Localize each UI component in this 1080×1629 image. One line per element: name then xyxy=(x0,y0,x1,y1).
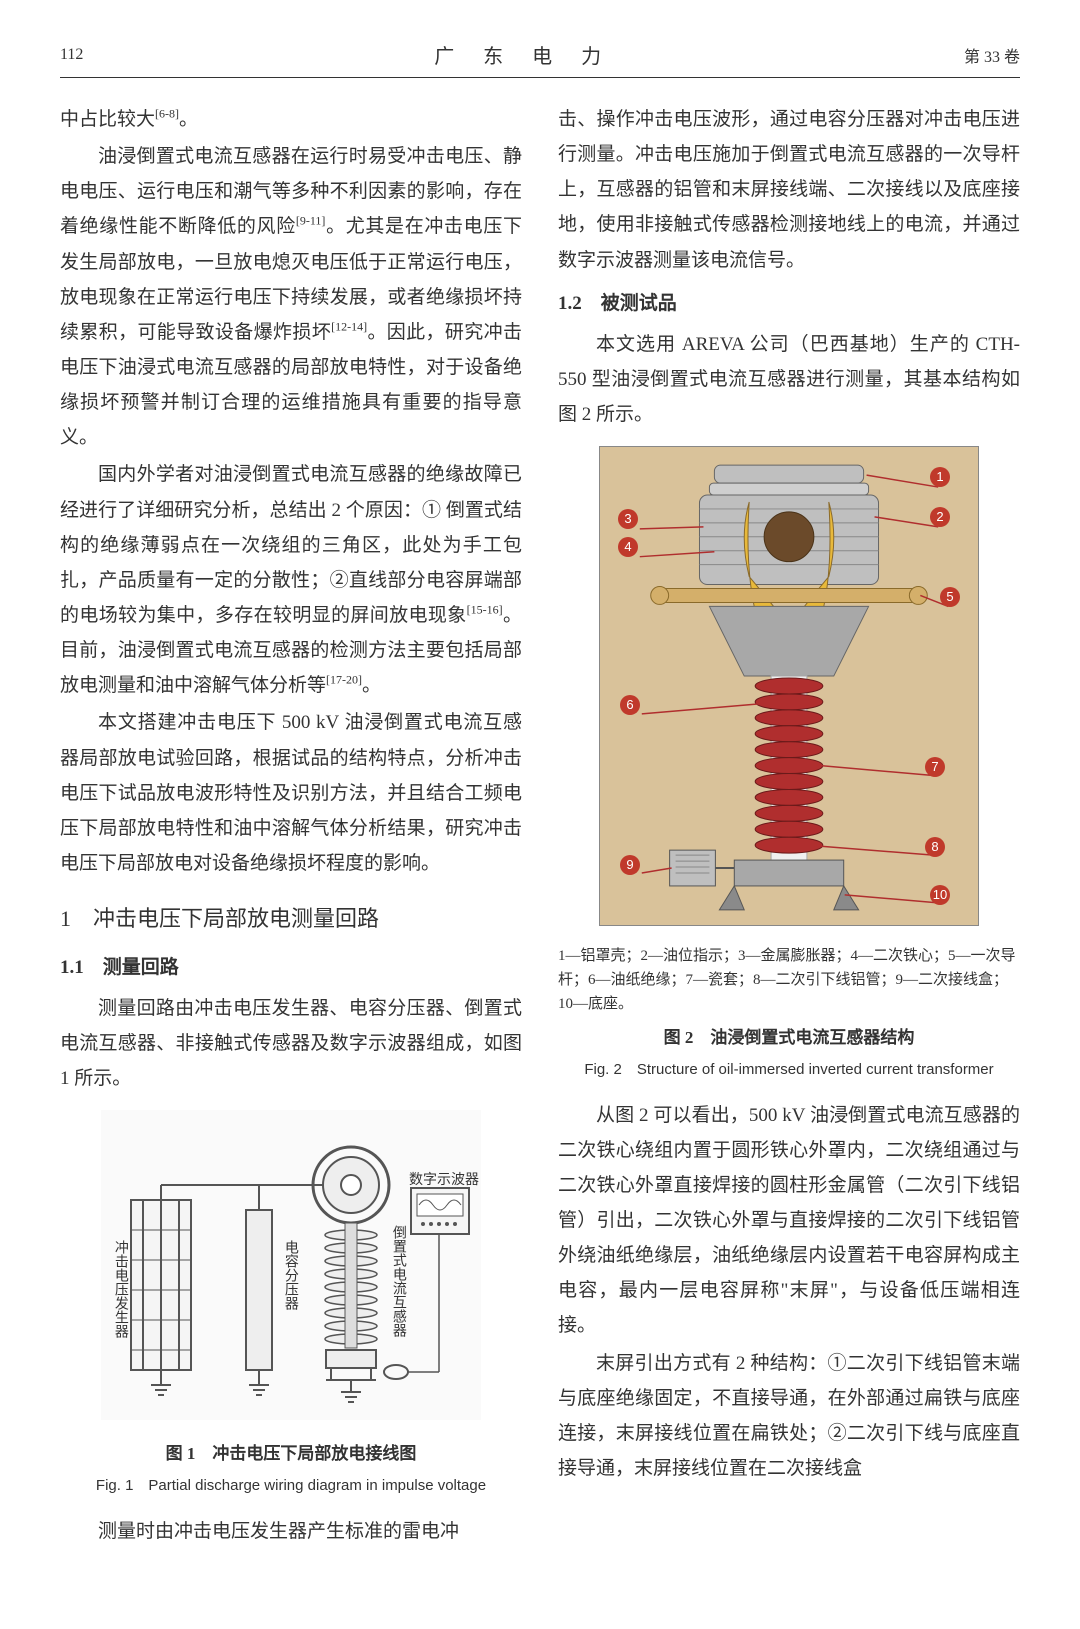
fig1-label-scope: 数字示波器 xyxy=(409,1168,479,1194)
figure-1-caption-zh: 图 1 冲击电压下局部放电接线图 xyxy=(60,1438,522,1469)
right-column: 击、操作冲击电压波形，通过电容分压器对冲击电压进行测量。冲击电压施加于倒置式电流… xyxy=(558,102,1020,1551)
para: 从图 2 可以看出，500 kV 油浸倒置式电流互感器的二次铁心绕组内置于圆形铁… xyxy=(558,1098,1020,1344)
left-column: 中占比较大[6-8]。 油浸倒置式电流互感器在运行时易受冲击电压、静电电压、运行… xyxy=(60,102,522,1551)
figure-2-legend: 1—铝罩壳；2—油位指示；3—金属膨胀器；4—二次铁心；5—一次导杆；6—油纸绝… xyxy=(558,944,1020,1016)
page-number: 112 xyxy=(60,46,83,64)
para: 末屏引出方式有 2 种结构：①二次引下线铝管末端与底座绝缘固定，不直接导通，在外… xyxy=(558,1346,1020,1487)
figure-2-marker: 10 xyxy=(930,885,950,905)
para: 测量时由冲击电压发生器产生标准的雷电冲 xyxy=(60,1514,522,1549)
para: 本文搭建冲击电压下 500 kV 油浸倒置式电流互感器局部放电试验回路，根据试品… xyxy=(60,705,522,881)
journal-title: 广 东 电 力 xyxy=(434,40,613,69)
para: 本文选用 AREVA 公司（巴西基地）生产的 CTH-550 型油浸倒置式电流互… xyxy=(558,327,1020,432)
section-1-1-title: 1.1 测量回路 xyxy=(60,950,522,985)
text: 国内外学者对油浸倒置式电流互感器的绝缘故障已经进行了详细研究分析，总结出 2 个… xyxy=(60,464,522,626)
volume-label: 第 33 卷 xyxy=(964,43,1020,67)
para: 中占比较大[6-8]。 xyxy=(60,102,522,137)
fig1-label-divider: 电容分压器 xyxy=(277,1240,303,1310)
citation: [12-14] xyxy=(331,320,367,334)
figure-2: 12345678910 1—铝罩壳；2—油位指示；3—金属膨胀器；4—二次铁心；… xyxy=(558,446,1020,1083)
content-columns: 中占比较大[6-8]。 油浸倒置式电流互感器在运行时易受冲击电压、静电电压、运行… xyxy=(60,102,1020,1551)
page-header: 112 广 东 电 力 第 33 卷 xyxy=(60,40,1020,78)
para: 测量回路由冲击电压发生器、电容分压器、倒置式电流互感器、非接触式传感器及数字示波… xyxy=(60,991,522,1096)
section-1-title: 1 冲击电压下局部放电测量回路 xyxy=(60,899,522,940)
figure-1: 冲击电压发生器 电容分压器 倒置式电流互感器 数字示波器 图 1 冲击电压下局部… xyxy=(60,1110,522,1499)
text: 。 xyxy=(362,675,381,696)
figure-2-diagram: 12345678910 xyxy=(599,446,979,926)
figure-1-diagram: 冲击电压发生器 电容分压器 倒置式电流互感器 数字示波器 xyxy=(101,1110,481,1420)
text: 。 xyxy=(179,109,198,130)
para: 国内外学者对油浸倒置式电流互感器的绝缘故障已经进行了详细研究分析，总结出 2 个… xyxy=(60,457,522,703)
citation: [9-11] xyxy=(296,214,326,228)
fig1-label-generator: 冲击电压发生器 xyxy=(107,1240,133,1338)
citation: [17-20] xyxy=(326,673,362,687)
section-1-2-title: 1.2 被测试品 xyxy=(558,286,1020,321)
figure-1-caption-en: Fig. 1 Partial discharge wiring diagram … xyxy=(60,1472,522,1500)
citation: [15-16] xyxy=(467,603,503,617)
para: 油浸倒置式电流互感器在运行时易受冲击电压、静电电压、运行电压和潮气等多种不利因素… xyxy=(60,139,522,455)
text: 中占比较大 xyxy=(60,109,155,130)
figure-2-caption-zh: 图 2 油浸倒置式电流互感器结构 xyxy=(558,1022,1020,1053)
para: 击、操作冲击电压波形，通过电容分压器对冲击电压进行测量。冲击电压施加于倒置式电流… xyxy=(558,102,1020,278)
citation: [6-8] xyxy=(155,107,179,121)
fig1-label-transformer: 倒置式电流互感器 xyxy=(385,1225,411,1337)
figure-2-caption-en: Fig. 2 Structure of oil-immersed inverte… xyxy=(558,1056,1020,1084)
